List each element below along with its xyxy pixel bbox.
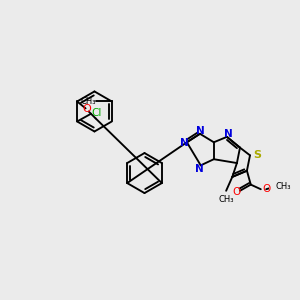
Text: Cl: Cl bbox=[92, 108, 102, 118]
Text: CH₃: CH₃ bbox=[80, 97, 96, 106]
Text: N: N bbox=[180, 138, 189, 148]
Text: O: O bbox=[82, 104, 91, 114]
Text: O: O bbox=[262, 184, 271, 194]
Text: N: N bbox=[224, 129, 233, 139]
Text: N: N bbox=[195, 164, 204, 174]
Text: CH₃: CH₃ bbox=[218, 195, 234, 204]
Text: N: N bbox=[196, 126, 204, 136]
Text: S: S bbox=[253, 150, 261, 160]
Text: O: O bbox=[232, 187, 240, 197]
Text: CH₃: CH₃ bbox=[275, 182, 291, 191]
